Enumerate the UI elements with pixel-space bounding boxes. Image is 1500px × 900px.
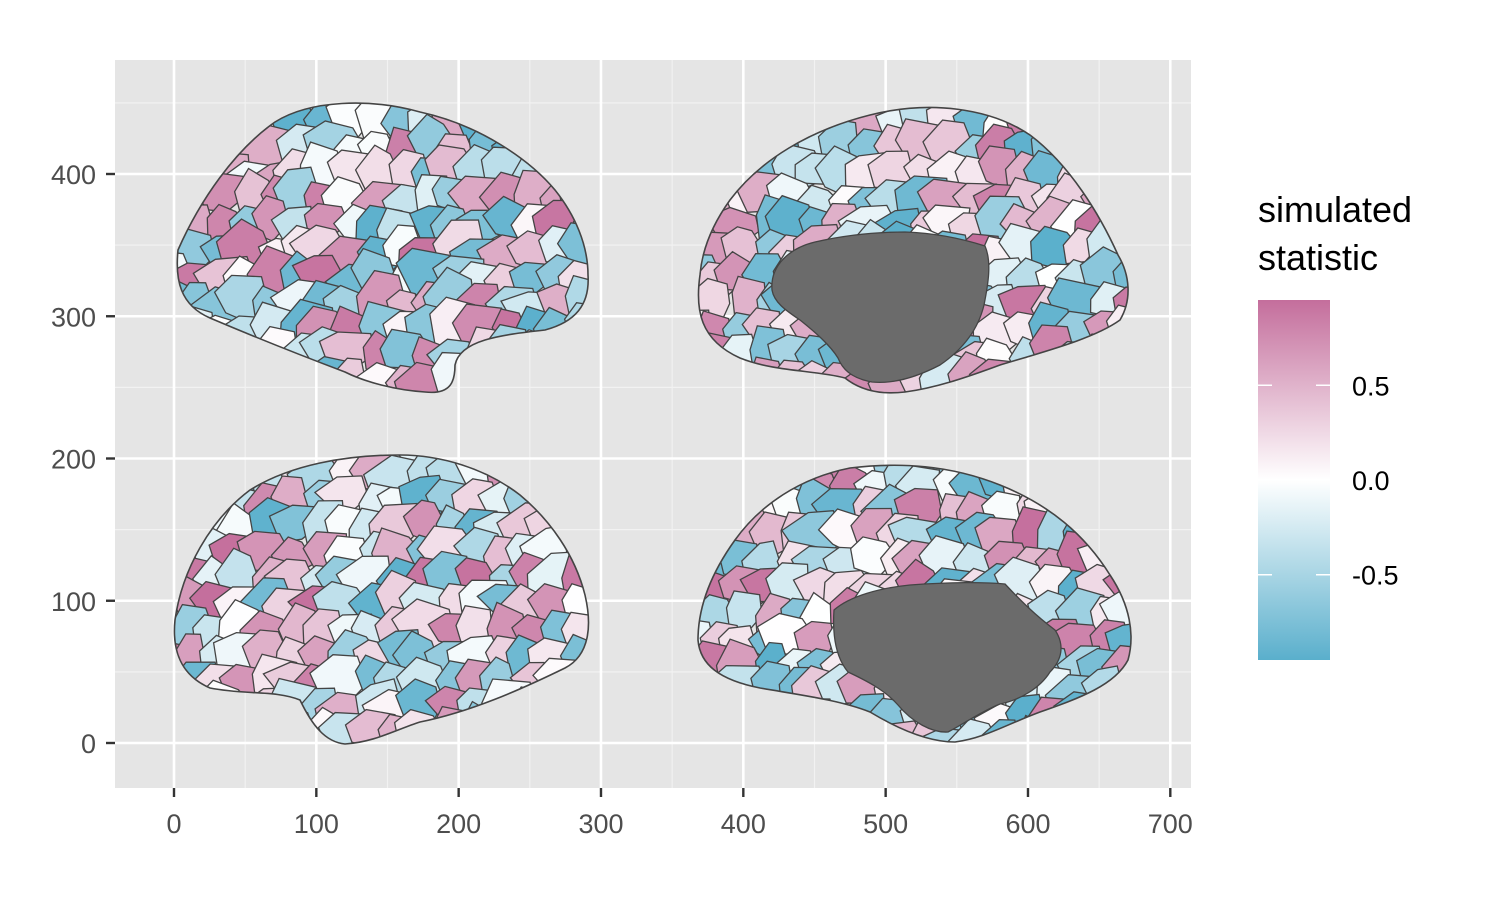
y-tick-label: 200 (51, 445, 96, 475)
legend: simulated statistic 0.5 0.0 -0.5 (1258, 189, 1412, 660)
legend-title-line1: simulated (1258, 189, 1412, 230)
x-tick-label: 400 (721, 809, 766, 839)
y-tick-label: 0 (81, 729, 96, 759)
right-lateral-outline (173, 454, 590, 745)
brain-parcel (1104, 622, 1131, 658)
x-tick-label: 0 (166, 809, 181, 839)
x-tick-label: 500 (863, 809, 908, 839)
x-tick-label: 300 (578, 809, 623, 839)
medial-wall (832, 581, 1062, 733)
x-axis: 0 100 200 300 400 500 600 700 (166, 788, 1193, 839)
medial-wall (771, 231, 990, 384)
x-tick-label: 200 (436, 809, 481, 839)
left-lateral-outline (176, 102, 589, 394)
legend-title-line2: statistic (1258, 237, 1378, 278)
left-medial-outline (697, 106, 1129, 394)
x-tick-label: 700 (1148, 809, 1193, 839)
legend-tick-label: 0.0 (1352, 466, 1390, 496)
x-tick-label: 600 (1005, 809, 1050, 839)
y-tick-label: 300 (51, 302, 96, 332)
y-tick-label: 400 (51, 160, 96, 190)
legend-tick-label: -0.5 (1352, 561, 1399, 591)
right-medial-outline (697, 464, 1132, 743)
legend-ticks: 0.5 0.0 -0.5 (1258, 371, 1399, 591)
legend-tick-label: 0.5 (1352, 371, 1390, 401)
y-axis: 0 100 200 300 400 (51, 160, 115, 759)
x-tick-label: 100 (294, 809, 339, 839)
y-tick-label: 100 (51, 587, 96, 617)
